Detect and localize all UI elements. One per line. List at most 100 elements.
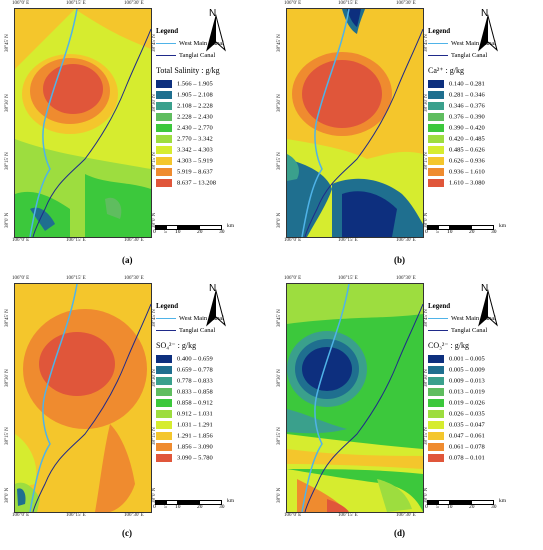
legend-class-row: 0.019 – 0.026: [428, 399, 485, 409]
class-swatch: [428, 146, 444, 154]
legend-class-row: 0.420 – 0.485: [428, 135, 485, 145]
class-range-label: 0.858 – 0.912: [177, 399, 213, 407]
class-range-label: 2.228 – 2.430: [177, 113, 213, 121]
coord-bottom-1: 106°15' E: [66, 513, 86, 518]
legend-canal-tanglai: Tanglai Canal: [156, 327, 215, 334]
coord-left-3: 38°0' N: [277, 212, 282, 228]
scale-tick-label: 5: [164, 229, 167, 235]
class-swatch: [156, 135, 172, 143]
scale-bar-d: 0 5 10 20 30 km: [425, 498, 537, 514]
legend-class-row: 2.430 – 2.770: [156, 124, 213, 134]
class-range-label: 0.061 – 0.078: [449, 443, 485, 451]
tanglai-canal-line-icon: [156, 55, 176, 57]
class-range-label: 3.090 – 5.780: [177, 454, 213, 462]
legend-class-row: 0.376 – 0.390: [428, 113, 485, 123]
coord-top-0: 106°0' E: [12, 276, 30, 281]
class-swatch: [428, 377, 444, 385]
legend-class-row: 0.035 – 0.047: [428, 421, 485, 431]
coord-bottom-0: 106°0' E: [284, 513, 302, 518]
coord-bottom-0: 106°0' E: [12, 238, 30, 243]
scale-tick-label: 30: [219, 229, 225, 235]
class-swatch: [428, 388, 444, 396]
legend-class-row: 0.936 – 1.610: [428, 168, 485, 178]
scale-bar-a: 0 5 10 20 30 km: [153, 223, 265, 239]
class-range-label: 0.420 – 0.485: [449, 135, 485, 143]
variable-label: Total Salinity : g/kg: [156, 66, 220, 75]
class-range-label: 0.833 – 0.858: [177, 388, 213, 396]
class-range-label: 5.919 – 8.637: [177, 168, 213, 176]
scale-tick-label: 10: [447, 229, 453, 235]
legend-class-row: 1.031 – 1.291: [156, 421, 213, 431]
legend-class-row: 1.905 – 2.108: [156, 91, 213, 101]
legend-title: Legend: [428, 27, 451, 35]
legend-class-row: 0.001 – 0.005: [428, 355, 485, 365]
scale-segment: [471, 225, 494, 230]
coord-left-0: 38°45' N: [5, 34, 10, 52]
class-range-label: 0.400 – 0.659: [177, 355, 213, 363]
scale-segment: [471, 500, 494, 505]
legend-class-row: 0.047 – 0.061: [428, 432, 485, 442]
class-range-label: 2.430 – 2.770: [177, 124, 213, 132]
panel-a: 106°0' E 106°15' E 106°30' E 106°0' E 10…: [0, 0, 271, 275]
map-carbonate: [286, 283, 424, 513]
class-range-label: 2.108 – 2.228: [177, 102, 213, 110]
scale-tick-label: 10: [175, 504, 181, 510]
legend-class-row: 0.013 – 0.019: [428, 388, 485, 398]
class-swatch: [156, 124, 172, 132]
coord-left-2: 38°15' N: [277, 427, 282, 445]
class-range-label: 0.485 – 0.626: [449, 146, 485, 154]
class-swatch: [156, 80, 172, 88]
class-range-label: 0.281 – 0.346: [449, 91, 485, 99]
map-sulfate: [14, 283, 152, 513]
variable-label: CO₃²⁻ : g/kg: [428, 341, 469, 350]
legend-canal-tanglai: Tanglai Canal: [156, 52, 215, 59]
class-range-label: 0.026 – 0.035: [449, 410, 485, 418]
class-range-label: 0.001 – 0.005: [449, 355, 485, 363]
class-swatch: [428, 157, 444, 165]
coord-bottom-0: 106°0' E: [284, 238, 302, 243]
map-calcium: [286, 8, 424, 238]
caption-c: (c): [122, 528, 132, 538]
coord-bottom-2: 106°30' E: [396, 238, 416, 243]
class-range-label: 0.140 – 0.281: [449, 80, 485, 88]
legend-class-row: 0.009 – 0.013: [428, 377, 485, 387]
class-swatch: [156, 146, 172, 154]
class-swatch: [156, 388, 172, 396]
legend-class-row: 0.858 – 0.912: [156, 399, 213, 409]
legend-class-row: 0.485 – 0.626: [428, 146, 485, 156]
legend-canal-tanglai: Tanglai Canal: [428, 327, 487, 334]
legend-canal-tanglai: Tanglai Canal: [428, 52, 487, 59]
scale-bar-c: 0 5 10 20 30 km: [153, 498, 265, 514]
class-range-label: 0.047 – 0.061: [449, 432, 485, 440]
class-swatch: [156, 454, 172, 462]
scale-bar-b: 0 5 10 20 30 km: [425, 223, 537, 239]
coord-top-2: 106°30' E: [396, 1, 416, 6]
coord-left-2: 38°15' N: [277, 152, 282, 170]
scale-tick-label: 10: [175, 229, 181, 235]
scale-unit-label: km: [499, 498, 507, 504]
legend-class-row: 0.346 – 0.376: [428, 102, 485, 112]
class-swatch: [156, 168, 172, 176]
scale-tick-label: 20: [197, 229, 203, 235]
class-swatch: [156, 157, 172, 165]
coord-left-2: 38°15' N: [5, 152, 10, 170]
coord-top-1: 106°15' E: [338, 1, 358, 6]
class-swatch: [156, 366, 172, 374]
class-swatch: [428, 421, 444, 429]
coord-top-0: 106°0' E: [284, 1, 302, 6]
west-canal-line-icon: [428, 43, 448, 45]
legend-class-row: 2.770 – 3.342: [156, 135, 213, 145]
legend-class-row: 2.228 – 2.430: [156, 113, 213, 123]
legend-class-row: 3.342 – 4.303: [156, 146, 213, 156]
scale-tick-label: 0: [425, 504, 428, 510]
legend-class-row: 5.919 – 8.637: [156, 168, 213, 178]
coord-bottom-1: 106°15' E: [338, 513, 358, 518]
caption-a: (a): [122, 255, 133, 265]
legend-class-row: 0.078 – 0.101: [428, 454, 485, 464]
legend-title: Legend: [156, 302, 179, 310]
legend-class-row: 0.026 – 0.035: [428, 410, 485, 420]
class-swatch: [428, 399, 444, 407]
scale-tick-label: 30: [491, 229, 497, 235]
scale-segment: [199, 500, 222, 505]
class-range-label: 1.905 – 2.108: [177, 91, 213, 99]
